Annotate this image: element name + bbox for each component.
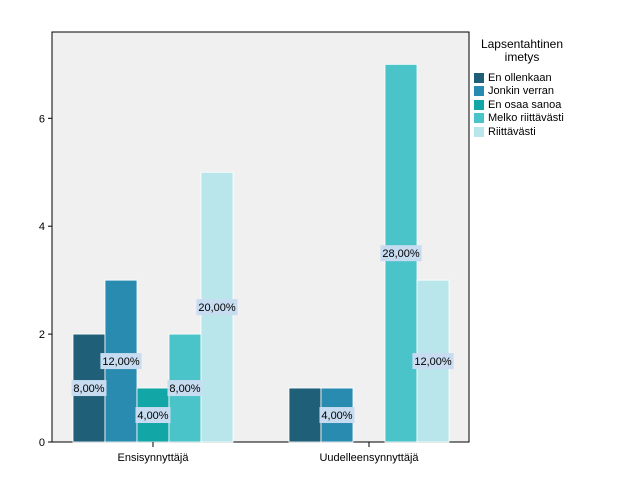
legend-title: Lapsentahtinen imetys xyxy=(480,37,564,64)
legend-label: En osaa sanoa xyxy=(488,98,562,111)
data-label: 4,00% xyxy=(137,410,168,422)
data-label: 8,00% xyxy=(73,383,104,395)
y-axis: 0 2 4 6 xyxy=(39,113,52,449)
data-label: 12,00% xyxy=(102,356,140,368)
data-label-box xyxy=(71,380,107,397)
legend-item: En osaa sanoa xyxy=(474,98,624,112)
data-label-box xyxy=(196,299,238,316)
data-label-box xyxy=(100,353,142,370)
data-label-box xyxy=(412,353,454,370)
data-label: 28,00% xyxy=(382,248,420,260)
legend: Lapsentahtinen imetys En ollenkaan Jonkin… xyxy=(474,38,624,139)
y-tick-label: 6 xyxy=(39,113,45,125)
legend-label: Jonkin verran xyxy=(488,85,555,98)
legend-label: Riittävästi xyxy=(488,125,536,138)
legend-label: En ollenkaan xyxy=(488,71,552,84)
legend-item: En ollenkaan xyxy=(474,71,624,85)
y-tick-label: 4 xyxy=(39,221,45,233)
data-label: 8,00% xyxy=(169,383,200,395)
legend-label: Melko riittävästi xyxy=(488,112,564,125)
y-tick-label: 2 xyxy=(39,329,45,341)
legend-swatch xyxy=(474,113,484,124)
legend-item: Riittävästi xyxy=(474,125,624,139)
legend-swatch xyxy=(474,72,484,83)
data-labels-group: 8,00% 12,00% 4,00% 8,00% 20,00% 4,00% 28,00% 12… xyxy=(71,245,454,424)
legend-items: En ollenkaan Jonkin verran En osaa sanoa Me… xyxy=(474,71,624,139)
x-category-label: Ensisynnyttäjä xyxy=(118,452,190,464)
legend-swatch xyxy=(474,86,484,97)
data-label-box xyxy=(167,380,203,397)
data-label: 12,00% xyxy=(414,356,452,368)
legend-swatch xyxy=(474,99,484,110)
y-tick-label: 0 xyxy=(39,437,45,449)
x-axis: Ensisynnyttäjä Uudelleensynnyttäjä xyxy=(118,442,419,464)
x-category-label: Uudelleensynnyttäjä xyxy=(319,452,419,464)
legend-swatch xyxy=(474,126,484,137)
bar-en-ollenkaan-1 xyxy=(288,387,322,443)
legend-item: Jonkin verran xyxy=(474,85,624,99)
data-label-box xyxy=(135,407,171,424)
data-label: 4,00% xyxy=(321,410,352,422)
data-label-box xyxy=(380,245,422,262)
data-label-box xyxy=(319,407,355,424)
legend-item: Melko riittävästi xyxy=(474,112,624,126)
data-label: 20,00% xyxy=(198,302,236,314)
